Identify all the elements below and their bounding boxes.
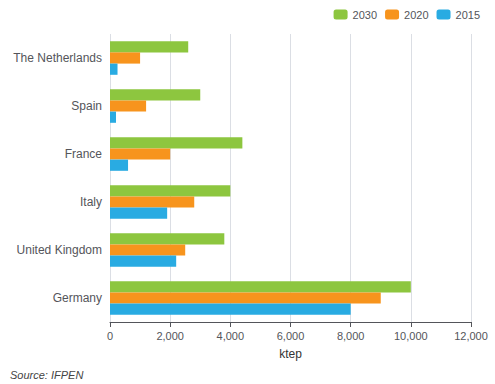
svg-text:Germany: Germany [53, 291, 102, 305]
svg-text:2,000: 2,000 [156, 330, 184, 342]
svg-text:France: France [65, 147, 103, 161]
svg-text:United Kingdom: United Kingdom [17, 243, 102, 257]
svg-text:4,000: 4,000 [217, 330, 245, 342]
svg-text:Spain: Spain [71, 99, 102, 113]
svg-text:6,000: 6,000 [277, 330, 305, 342]
svg-text:2020: 2020 [404, 9, 428, 21]
svg-text:The Netherlands: The Netherlands [13, 51, 102, 65]
svg-text:10,000: 10,000 [394, 330, 428, 342]
svg-text:8,000: 8,000 [337, 330, 365, 342]
svg-text:12,000: 12,000 [454, 330, 488, 342]
svg-text:Source: IFPEN: Source: IFPEN [10, 369, 83, 381]
svg-text:Italy: Italy [80, 195, 102, 209]
svg-text:2015: 2015 [456, 9, 480, 21]
svg-text:0: 0 [107, 330, 113, 342]
svg-text:2030: 2030 [353, 9, 377, 21]
svg-text:ktep: ktep [279, 347, 302, 361]
